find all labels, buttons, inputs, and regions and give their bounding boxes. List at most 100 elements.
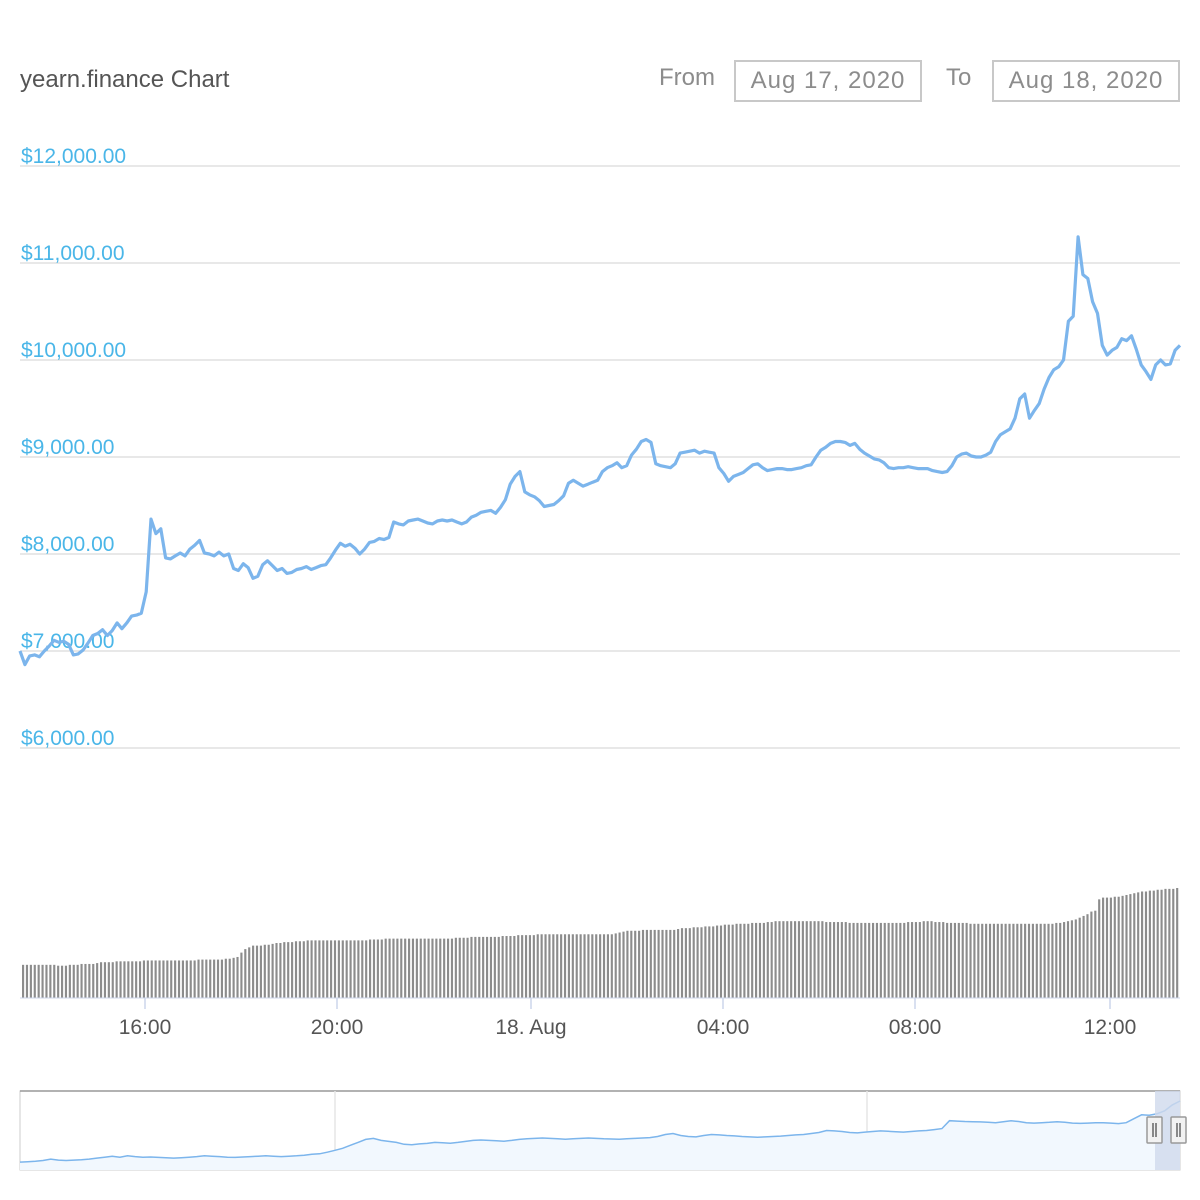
- volume-bar: [778, 921, 781, 998]
- volume-bar: [142, 960, 146, 998]
- volume-bar: [174, 960, 177, 998]
- volume-bar: [291, 942, 294, 998]
- volume-bar: [844, 922, 847, 998]
- navigator[interactable]: 27. Jul10. Aug: [19, 1090, 1187, 1171]
- navigator-right-handle[interactable]: [1170, 1116, 1187, 1144]
- volume-bar: [961, 922, 964, 998]
- volume-bar: [216, 959, 220, 998]
- volume-bar: [1027, 923, 1031, 998]
- volume-bar: [973, 923, 976, 998]
- volume-bar: [485, 936, 489, 998]
- y-tick-label: $7,000.00: [21, 630, 114, 653]
- volume-bar: [583, 934, 586, 998]
- volume-bar: [926, 921, 929, 998]
- volume-bar: [949, 922, 953, 998]
- volume-bar: [848, 922, 851, 998]
- volume-bar: [252, 945, 255, 998]
- volume-bar: [1117, 896, 1120, 998]
- volume-bar: [103, 962, 107, 998]
- volume-bar: [996, 923, 999, 998]
- volume-bar: [423, 938, 426, 998]
- volume-bar: [946, 922, 949, 998]
- volume-bar: [548, 934, 551, 998]
- volume-bar: [575, 934, 578, 998]
- volume-bar: [72, 964, 75, 998]
- volume-bar: [731, 924, 734, 998]
- volume-bar: [259, 945, 262, 998]
- volume-bar: [158, 960, 161, 998]
- volume-bar: [521, 935, 524, 998]
- from-label: From: [659, 64, 715, 91]
- volume-bar: [1133, 893, 1136, 998]
- volume-bar: [766, 922, 769, 998]
- volume-bar: [1078, 917, 1081, 998]
- volume-bar: [864, 922, 867, 998]
- volume-bar: [829, 922, 832, 998]
- volume-bar: [177, 960, 181, 998]
- volume-bar: [232, 957, 235, 998]
- volume-bar: [875, 922, 879, 998]
- volume-bar: [150, 960, 153, 998]
- volume-bar: [552, 934, 555, 998]
- volume-bar: [1055, 922, 1058, 998]
- volume-bar: [981, 923, 984, 998]
- volume-bar: [606, 934, 609, 998]
- volume-bar: [213, 959, 216, 998]
- volume-bar: [977, 923, 980, 998]
- y-axis-labels: $6,000.00 $7,000.00 $8,000.00 $9,000.00 $10,…: [21, 145, 126, 750]
- volume-bar: [458, 937, 461, 998]
- volume-bar: [1024, 923, 1027, 998]
- volume-bar: [84, 963, 87, 998]
- x-tick-label: 16:00: [119, 1016, 172, 1039]
- volume-bar: [696, 927, 699, 998]
- volume-bar: [357, 940, 360, 998]
- volume-bar: [45, 964, 48, 998]
- volume-bar: [92, 963, 95, 998]
- volume-bar: [361, 940, 364, 998]
- volume-bar: [1141, 891, 1144, 998]
- volume-bar: [825, 922, 828, 998]
- volume-bar: [170, 960, 173, 998]
- from-date-input[interactable]: Aug 17, 2020: [734, 60, 922, 102]
- volume-bar: [1152, 890, 1155, 998]
- volume-bar: [673, 929, 676, 998]
- volume-bar: [263, 944, 266, 998]
- volume-bar: [1004, 923, 1007, 998]
- volume-bar: [369, 939, 372, 998]
- volume-bar: [489, 936, 493, 998]
- volume-bar: [123, 961, 126, 998]
- y-tick-label: $10,000.00: [21, 339, 126, 362]
- volume-bar: [599, 934, 602, 998]
- volume-bar: [1105, 897, 1109, 998]
- volume-bar: [532, 935, 535, 998]
- volume-bar: [992, 923, 995, 998]
- volume-bar: [384, 938, 387, 998]
- volume-bar: [509, 936, 512, 998]
- volume-bar: [1168, 888, 1171, 998]
- volume-bar: [914, 922, 918, 998]
- volume-bar: [556, 934, 559, 998]
- volume-bar: [918, 922, 921, 998]
- volume-bar: [930, 921, 933, 998]
- volume-bar: [41, 964, 44, 998]
- volume-bar: [53, 964, 56, 998]
- volume-bar: [801, 921, 804, 998]
- volume-bar: [567, 934, 571, 998]
- volume-bar: [1172, 888, 1175, 998]
- volume-bar: [817, 921, 820, 998]
- volume-bar: [680, 928, 684, 998]
- volume-bar: [493, 936, 496, 998]
- navigator-left-handle[interactable]: [1146, 1116, 1163, 1144]
- volume-bar: [60, 965, 64, 998]
- volume-bar: [115, 961, 118, 998]
- volume-bar: [154, 960, 157, 998]
- volume-bar: [427, 938, 430, 998]
- volume-bar: [380, 939, 383, 998]
- to-date-input[interactable]: Aug 18, 2020: [992, 60, 1180, 102]
- volume-bar: [396, 938, 399, 998]
- volume-bar: [903, 922, 906, 998]
- volume-bar: [513, 936, 516, 998]
- volume-bar: [341, 940, 344, 998]
- volume-bar: [1016, 923, 1019, 998]
- volume-bar: [1070, 920, 1073, 998]
